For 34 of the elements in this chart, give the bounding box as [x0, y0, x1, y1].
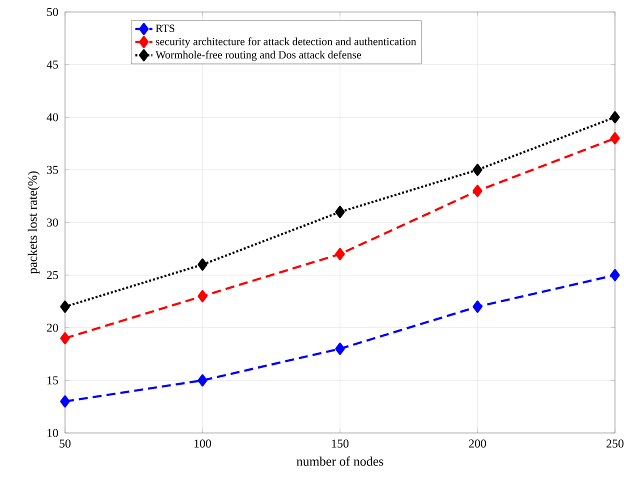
x-tick-label: 100: [194, 440, 212, 448]
y-tick-label: 35: [47, 166, 58, 174]
point: [472, 164, 482, 176]
point: [60, 300, 70, 313]
point: [335, 248, 345, 260]
legend-label: RTS: [156, 24, 174, 32]
point: [335, 342, 345, 355]
legend-label: Wormhole-free routing and Dos attack defense: [155, 50, 361, 61]
y-axis-title: packets lost rate(%): [28, 171, 40, 274]
point: [610, 269, 620, 282]
point: [610, 132, 620, 144]
point: [198, 258, 208, 271]
y-tick-label: 45: [46, 60, 58, 69]
y-tick-label: 30: [47, 218, 58, 227]
point: [198, 290, 208, 302]
y-tick-label: 10: [48, 428, 58, 438]
point: [60, 332, 70, 344]
x-tick-label: 150: [332, 440, 349, 448]
y-tick-label: 20: [47, 324, 58, 332]
x-axis-title: number of nodes: [296, 456, 384, 466]
x-tick-label: 200: [469, 440, 486, 448]
point: [610, 111, 620, 124]
point: [198, 374, 208, 386]
point: [335, 206, 345, 218]
legend-label: security architecture for attack detection and authentication: [156, 37, 416, 48]
y-tick-label: 25: [47, 271, 58, 280]
y-tick-label: 40: [46, 113, 58, 122]
x-tick-label: 50: [60, 440, 71, 448]
point: [472, 300, 482, 313]
point: [472, 184, 482, 198]
x-tick-label: 250: [606, 440, 624, 448]
y-tick-label: 15: [48, 376, 58, 384]
y-tick-label: 50: [47, 8, 58, 16]
point: [60, 395, 70, 408]
